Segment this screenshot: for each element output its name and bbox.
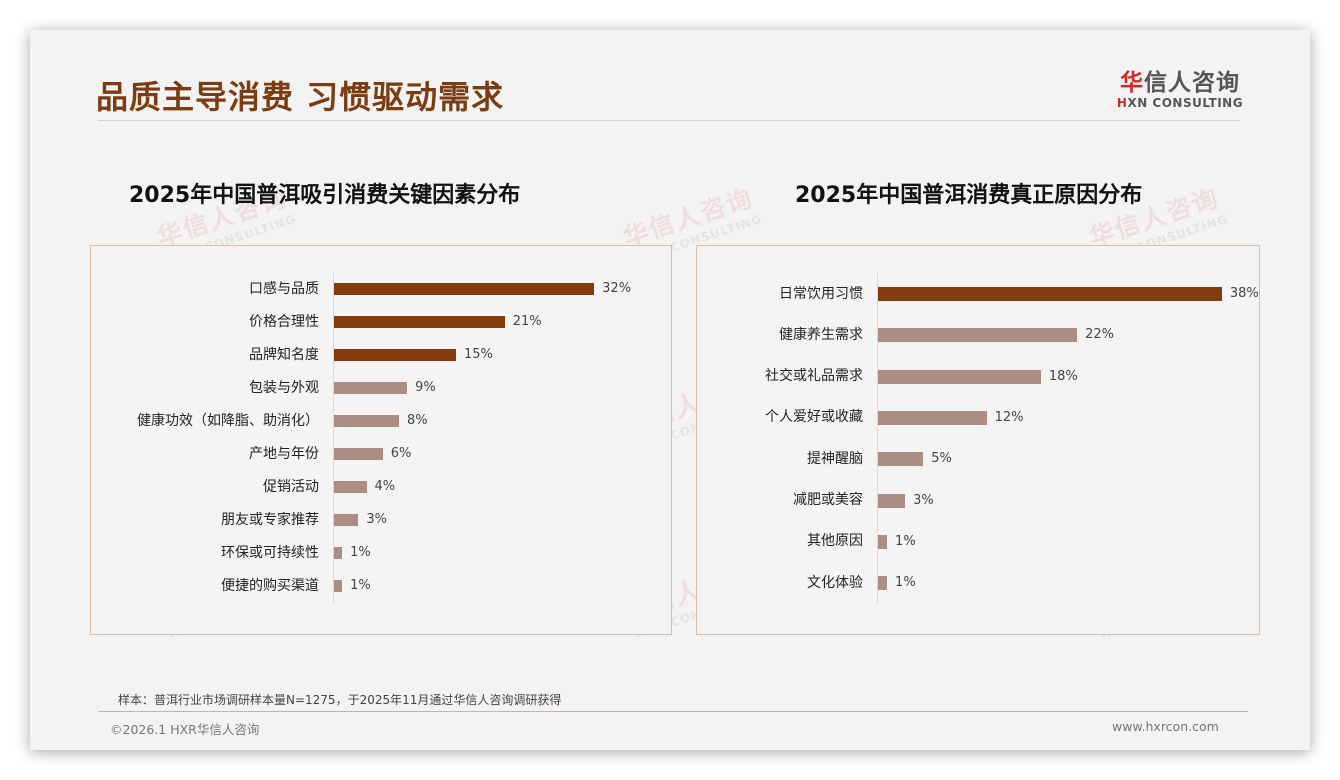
bar <box>878 576 888 591</box>
category-label: 促销活动 <box>263 478 319 495</box>
bar <box>878 452 924 467</box>
bar <box>334 349 456 361</box>
category-label: 日常饮用习惯 <box>779 285 863 302</box>
category-label: 提神醒脑 <box>807 450 863 467</box>
sample-note: 样本：普洱行业市场调研样本量N=1275，于2025年11月通过华信人咨询调研获… <box>118 693 562 707</box>
value-label: 5% <box>931 451 952 467</box>
brand-logo: 华信人咨询 HXN CONSULTING <box>1110 63 1250 110</box>
watermark-cn: 华信人咨询 <box>619 183 757 253</box>
category-label: 文化体验 <box>807 574 863 591</box>
category-label: 环保或可持续性 <box>221 544 319 561</box>
value-label: 32% <box>602 281 632 296</box>
value-label: 12% <box>994 409 1024 425</box>
bar <box>334 316 505 328</box>
value-label: 3% <box>366 512 387 527</box>
category-label: 减肥或美容 <box>793 492 863 508</box>
y-axis-line <box>877 273 878 604</box>
value-label: 4% <box>374 479 396 494</box>
bar <box>334 415 400 427</box>
bar <box>878 287 1222 301</box>
bar <box>878 493 906 508</box>
value-label: 21% <box>512 314 542 329</box>
logo-en: HXN CONSULTING <box>1116 96 1244 110</box>
chart-panel-attraction-factors: 口感与品质 32% 价格合理性 21% 品牌知名度 15% 包装与外观 9% 健康功效（如降脂、… <box>90 245 672 635</box>
title-divider <box>98 120 1240 121</box>
bar <box>878 410 987 425</box>
chart-title-attraction-factors: 2025年中国普洱吸引消费关键因素分布 <box>129 183 521 208</box>
category-label: 价格合理性 <box>249 313 319 330</box>
value-label: 1% <box>895 575 916 591</box>
value-label: 3% <box>913 492 934 508</box>
bar <box>334 448 383 460</box>
category-label: 包装与外观 <box>249 379 319 396</box>
bar <box>334 283 595 295</box>
bar <box>334 580 343 592</box>
value-label: 8% <box>407 413 428 428</box>
category-label: 健康养生需求 <box>779 326 863 343</box>
value-label: 1% <box>895 533 916 549</box>
bar <box>334 514 359 526</box>
bar <box>878 328 1078 343</box>
category-label: 社交或礼品需求 <box>765 368 863 385</box>
chart-panel-real-reasons: 日常饮用习惯 38% 健康养生需求 22% 社交或礼品需求 18% 个人爱好或收藏 12% 提神… <box>696 245 1260 635</box>
value-label: 38% <box>1229 286 1259 301</box>
value-label: 1% <box>350 545 371 560</box>
value-label: 15% <box>463 347 493 362</box>
chart-title-real-reasons: 2025年中国普洱消费真正原因分布 <box>795 183 1143 208</box>
slide: 华信人咨询 HXN CONSULTING 华信人咨询 HXN CONSULTING 华信… <box>30 30 1310 750</box>
page-title: 品质主导消费 习惯驱动需求 <box>96 78 505 116</box>
copyright: ©2026.1 HXR华信人咨询 <box>110 722 260 737</box>
bar <box>334 382 408 394</box>
y-axis-line <box>333 272 334 603</box>
website-link[interactable]: www.hxrcon.com <box>1112 719 1219 734</box>
bar <box>878 534 888 549</box>
value-label: 9% <box>415 380 436 395</box>
category-label: 便捷的购买渠道 <box>221 577 319 594</box>
footer-divider <box>98 711 1248 712</box>
bar <box>334 481 367 493</box>
category-label: 健康功效（如降脂、助消化） <box>137 412 319 429</box>
category-label: 其他原因 <box>807 533 863 550</box>
category-label: 个人爱好或收藏 <box>765 409 863 426</box>
bar <box>334 547 343 559</box>
category-label: 口感与品质 <box>249 280 319 297</box>
value-label: 1% <box>350 578 371 593</box>
logo-cn: 华信人咨询 <box>1120 70 1240 96</box>
value-label: 6% <box>390 446 412 461</box>
category-label: 产地与年份 <box>249 445 319 462</box>
bar <box>878 369 1041 384</box>
category-label: 品牌知名度 <box>249 346 319 363</box>
value-label: 22% <box>1085 327 1114 343</box>
value-label: 18% <box>1048 368 1078 384</box>
category-label: 朋友或专家推荐 <box>221 511 319 528</box>
